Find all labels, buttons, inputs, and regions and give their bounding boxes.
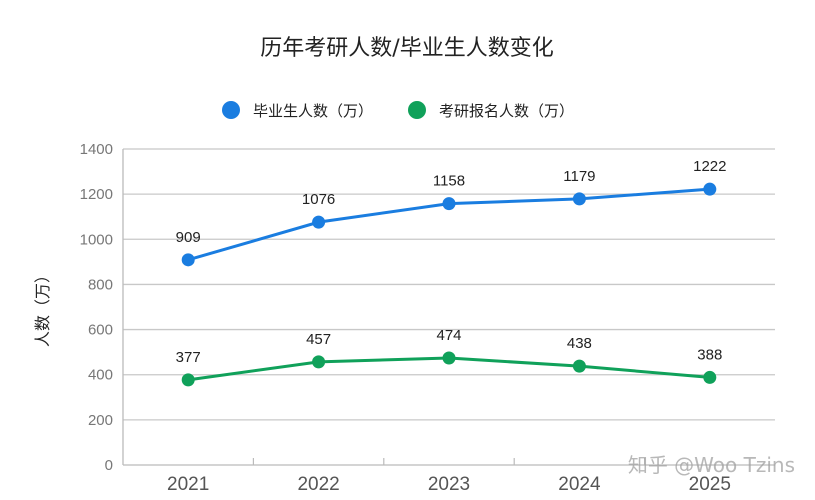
legend-marker (222, 101, 240, 119)
data-point (442, 197, 456, 211)
data-label: 1158 (433, 173, 465, 190)
data-point (442, 351, 456, 365)
y-tick-label: 200 (88, 412, 113, 429)
series-1: 377 457 474 438 388 (176, 327, 722, 387)
series-group: 909 1076 1158 1179 1222 377 457 474 438 388 (176, 158, 726, 387)
data-label: 457 (306, 331, 331, 348)
x-tick-label: 2021 (167, 474, 209, 495)
data-point (572, 359, 586, 373)
legend-label: 毕业生人数（万） (253, 102, 373, 120)
x-tick-label: 2022 (297, 474, 339, 495)
data-point (181, 253, 195, 267)
legend-item: 毕业生人数（万） (222, 101, 373, 120)
y-tick-label: 0 (105, 457, 113, 474)
data-label: 1076 (302, 191, 335, 208)
data-label: 388 (697, 346, 722, 363)
x-tick-label: 2025 (689, 474, 731, 495)
y-tick-label: 1400 (80, 141, 113, 158)
y-tick-label: 1200 (80, 186, 113, 203)
legend-marker (408, 101, 426, 119)
data-label: 474 (436, 327, 461, 344)
y-tick-label: 1000 (80, 231, 113, 248)
y-tick-label: 400 (88, 367, 113, 384)
watermark: 知乎 @Woo Tzins (628, 453, 795, 477)
legend-label: 考研报名人数（万） (439, 102, 574, 120)
data-point (703, 370, 717, 384)
legend-item: 考研报名人数（万） (408, 101, 574, 120)
data-point (703, 182, 717, 196)
axes: 0 200 400 600 800 1000 1200 1400 2021 2022 2023 202… (80, 141, 775, 495)
data-label: 377 (176, 349, 201, 366)
y-tick-label: 600 (88, 322, 113, 339)
grid (123, 148, 775, 421)
data-label: 909 (176, 229, 201, 246)
y-axis-label: 人数（万） (33, 267, 52, 347)
series-0: 909 1076 1158 1179 1222 (176, 158, 726, 267)
data-point (312, 215, 326, 229)
chart-title: 历年考研人数/毕业生人数变化 (260, 36, 553, 61)
data-point (181, 373, 195, 387)
x-tick-label: 2024 (558, 474, 601, 495)
data-label: 1179 (563, 168, 595, 185)
x-tick-label: 2023 (428, 474, 470, 495)
legend: 毕业生人数（万） 考研报名人数（万） (222, 101, 574, 120)
data-label: 438 (567, 335, 592, 352)
data-point (572, 192, 586, 206)
data-point (312, 355, 326, 369)
data-label: 1222 (693, 158, 726, 175)
y-tick-label: 800 (88, 276, 113, 293)
